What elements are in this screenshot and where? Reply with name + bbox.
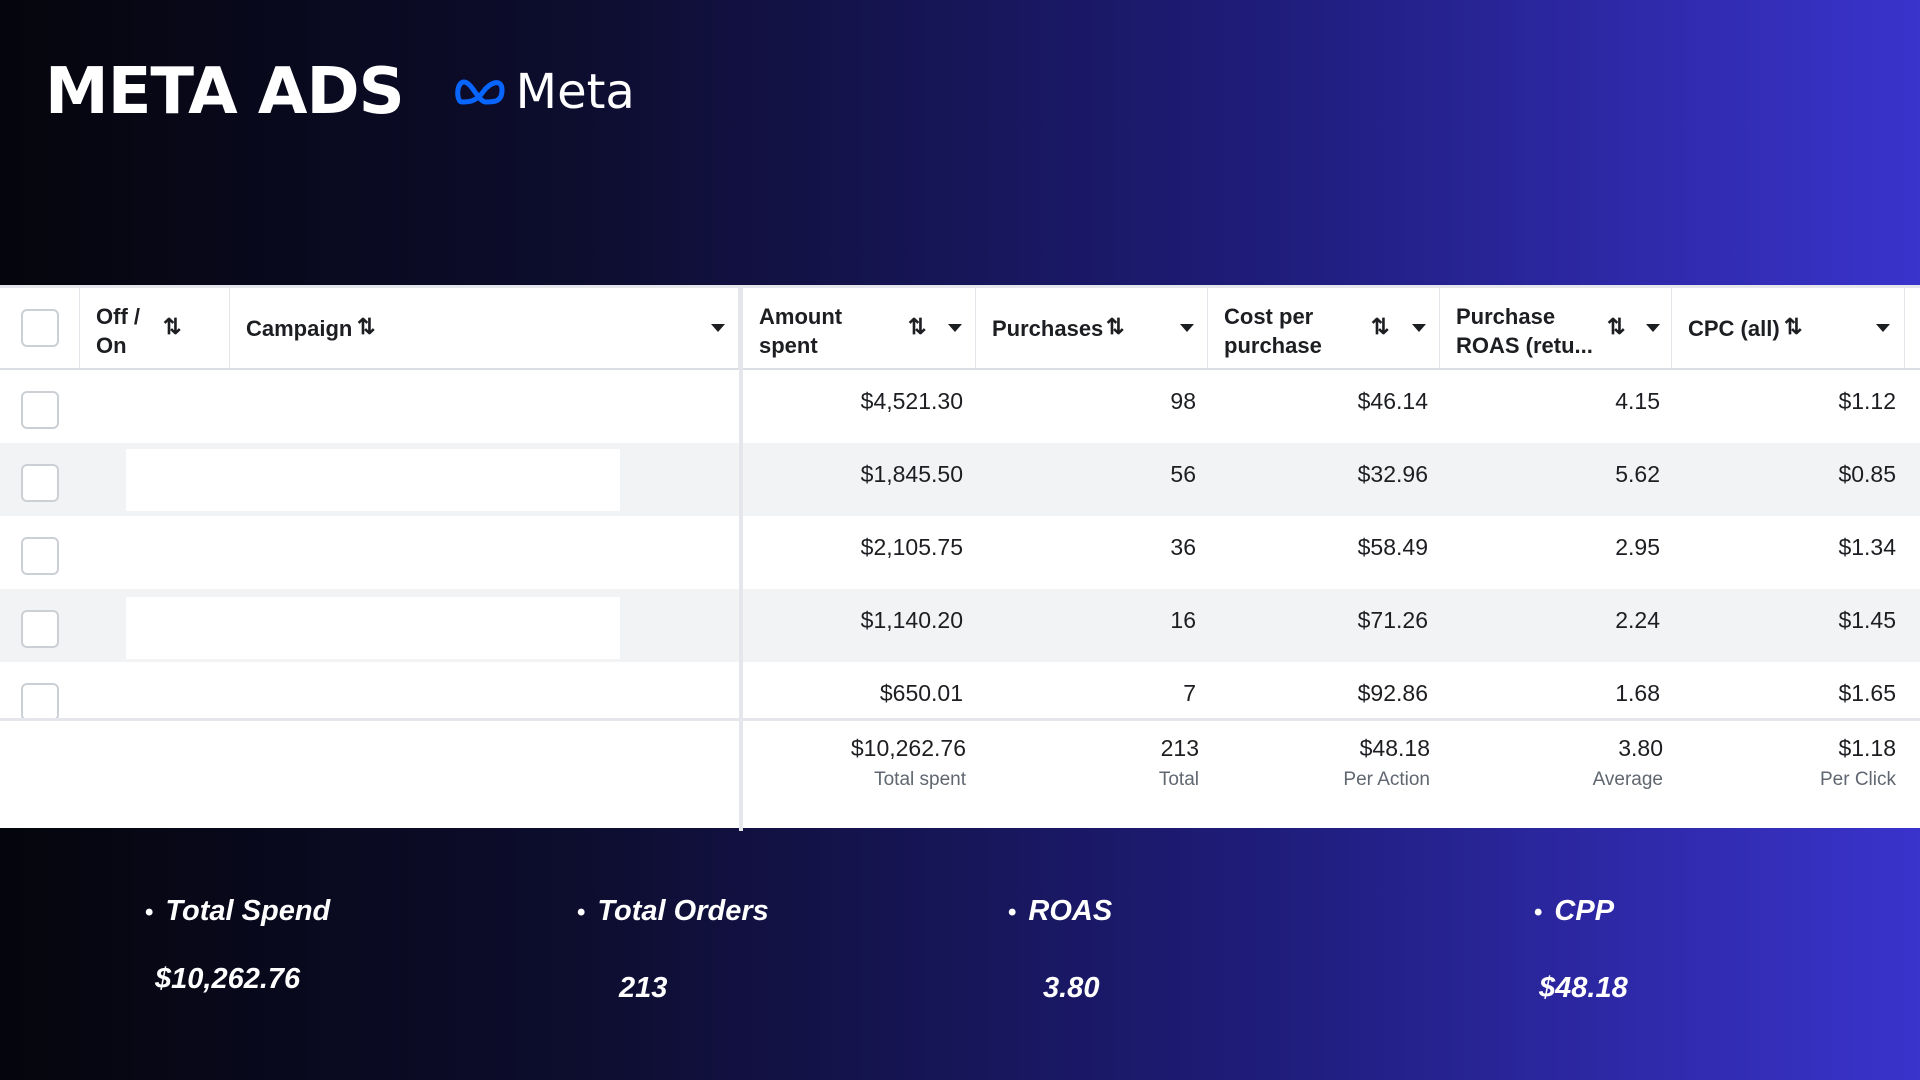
purchases-cell: 56 — [1170, 461, 1196, 487]
header-campaign[interactable]: Campaign ⇅ — [230, 288, 739, 368]
cost-per-purchase-cell: $46.14 — [1357, 388, 1428, 414]
kpi-label: Total Spend — [165, 895, 331, 927]
kpi-label: Total Orders — [597, 895, 769, 927]
cost-per-purchase-cell: $92.86 — [1357, 680, 1428, 706]
header-amount-spent[interactable]: Amount spent ⇅ — [743, 288, 976, 368]
amount-spent-label: Amount spent — [759, 304, 843, 358]
header-purchases[interactable]: Purchases ⇅ — [976, 288, 1208, 368]
cost-per-purchase-cell: $58.49 — [1357, 534, 1428, 560]
caret-down-icon[interactable] — [1412, 324, 1426, 332]
purchases-cell: 7 — [1183, 680, 1196, 706]
header-select-cell — [0, 288, 80, 368]
total-purchases-value: 213 — [1160, 735, 1199, 761]
kpi-total-spend: • Total Spend — [145, 895, 331, 927]
total-purchases-label: Total — [1158, 769, 1199, 790]
total-roas-value: 3.80 — [1618, 735, 1663, 761]
amount-spent-cell: $2,105.75 — [860, 534, 963, 560]
cpc-cell: $0.85 — [1838, 461, 1896, 487]
table-row[interactable]: $4,521.30 98 $46.14 4.15 $1.12 — [0, 370, 1920, 443]
roas-cell: 5.62 — [1615, 461, 1660, 487]
kpi-label: CPP — [1554, 895, 1615, 927]
row-checkbox[interactable] — [21, 464, 59, 502]
header-off-on[interactable]: Off / On ⇅ — [80, 288, 230, 368]
header-cost-per-purchase[interactable]: Cost per purchase ⇅ — [1208, 288, 1440, 368]
header-purchase-roas[interactable]: Purchase ROAS (retu... ⇅ — [1440, 288, 1672, 368]
amount-spent-cell: $4,521.30 — [860, 388, 963, 414]
meta-logo: Meta — [454, 64, 635, 120]
roas-cell: 2.24 — [1615, 607, 1660, 633]
sort-icon[interactable]: ⇅ — [1371, 314, 1390, 339]
sort-icon[interactable]: ⇅ — [908, 314, 927, 339]
kpi-roas-value: 3.80 — [1043, 972, 1100, 1004]
kpi-total-orders-value: 213 — [619, 972, 668, 1004]
header-cpc[interactable]: CPC (all) ⇅ — [1672, 288, 1905, 368]
cpc-label: CPC (all) — [1688, 316, 1780, 341]
kpi-label: ROAS — [1028, 895, 1113, 927]
amount-spent-cell: $1,845.50 — [860, 461, 963, 487]
roas-cell: 1.68 — [1615, 680, 1660, 706]
cpc-cell: $1.12 — [1838, 388, 1896, 414]
page-header: META ADS Meta — [45, 52, 635, 132]
total-cpc-value: $1.18 — [1838, 735, 1896, 761]
meta-logo-text: Meta — [515, 64, 635, 120]
purchases-cell: 36 — [1170, 534, 1196, 560]
select-all-checkbox[interactable] — [21, 309, 59, 347]
sort-icon[interactable]: ⇅ — [1784, 314, 1803, 339]
redacted-campaign-name — [126, 597, 620, 659]
sort-icon[interactable]: ⇅ — [163, 314, 182, 339]
row-checkbox[interactable] — [21, 683, 59, 721]
table-row[interactable]: $1,845.50 56 $32.96 5.62 $0.85 — [0, 443, 1920, 516]
roas-cell: 2.95 — [1615, 534, 1660, 560]
row-checkbox[interactable] — [21, 537, 59, 575]
ads-table-panel: Off / On ⇅ Campaign ⇅ Amount spent ⇅ Pur… — [0, 285, 1920, 831]
purchase-roas-label: Purchase ROAS (retu... — [1456, 304, 1593, 358]
purchases-label: Purchases — [992, 316, 1104, 341]
cpc-cell: $1.65 — [1838, 680, 1896, 706]
table-row[interactable]: $2,105.75 36 $58.49 2.95 $1.34 — [0, 516, 1920, 589]
cost-per-purchase-cell: $71.26 — [1357, 607, 1428, 633]
kpi-total-spend-value: $10,262.76 — [155, 963, 301, 995]
table-header-row: Off / On ⇅ Campaign ⇅ Amount spent ⇅ Pur… — [0, 288, 1920, 370]
row-checkbox[interactable] — [21, 610, 59, 648]
cpc-cell: $1.45 — [1838, 607, 1896, 633]
roas-cell: 4.15 — [1615, 388, 1660, 414]
caret-down-icon[interactable] — [711, 324, 725, 332]
table-row[interactable]: $1,140.20 16 $71.26 2.24 $1.45 — [0, 589, 1920, 662]
caret-down-icon[interactable] — [1876, 324, 1890, 332]
cost-per-purchase-label: Cost per purchase — [1224, 304, 1322, 358]
redacted-campaign-name — [126, 449, 620, 511]
row-checkbox[interactable] — [21, 391, 59, 429]
kpi-roas: • ROAS — [1008, 895, 1113, 927]
total-roas-label: Average — [1592, 769, 1663, 790]
purchases-cell: 16 — [1170, 607, 1196, 633]
totals-row: $10,262.76 Total spent 213 Total $48.18 … — [0, 718, 1920, 831]
total-cpp-value: $48.18 — [1359, 735, 1430, 761]
sort-icon[interactable]: ⇅ — [357, 314, 376, 339]
total-amount-value: $10,262.76 — [850, 735, 966, 761]
campaign-label: Campaign — [246, 316, 353, 341]
column-divider — [739, 288, 743, 831]
sort-icon[interactable]: ⇅ — [1106, 314, 1125, 339]
meta-infinity-icon — [454, 79, 505, 105]
total-cpp-label: Per Action — [1343, 769, 1430, 790]
sort-icon[interactable]: ⇅ — [1607, 314, 1626, 339]
kpi-cpp: • CPP — [1534, 895, 1615, 927]
caret-down-icon[interactable] — [1180, 324, 1194, 332]
purchases-cell: 98 — [1170, 388, 1196, 414]
page-title: META ADS — [45, 55, 405, 129]
caret-down-icon[interactable] — [948, 324, 962, 332]
kpi-cpp-value: $48.18 — [1539, 972, 1628, 1004]
off-on-label: Off / On — [96, 304, 140, 358]
amount-spent-cell: $650.01 — [879, 680, 963, 706]
cpc-cell: $1.34 — [1838, 534, 1896, 560]
total-amount-label: Total spent — [874, 769, 966, 790]
caret-down-icon[interactable] — [1646, 324, 1660, 332]
amount-spent-cell: $1,140.20 — [860, 607, 963, 633]
cost-per-purchase-cell: $32.96 — [1357, 461, 1428, 487]
table-row[interactable]: $650.01 7 $92.86 1.68 $1.65 — [0, 662, 1920, 721]
kpi-total-orders: • Total Orders — [577, 895, 769, 927]
total-cpc-label: Per Click — [1819, 769, 1896, 790]
